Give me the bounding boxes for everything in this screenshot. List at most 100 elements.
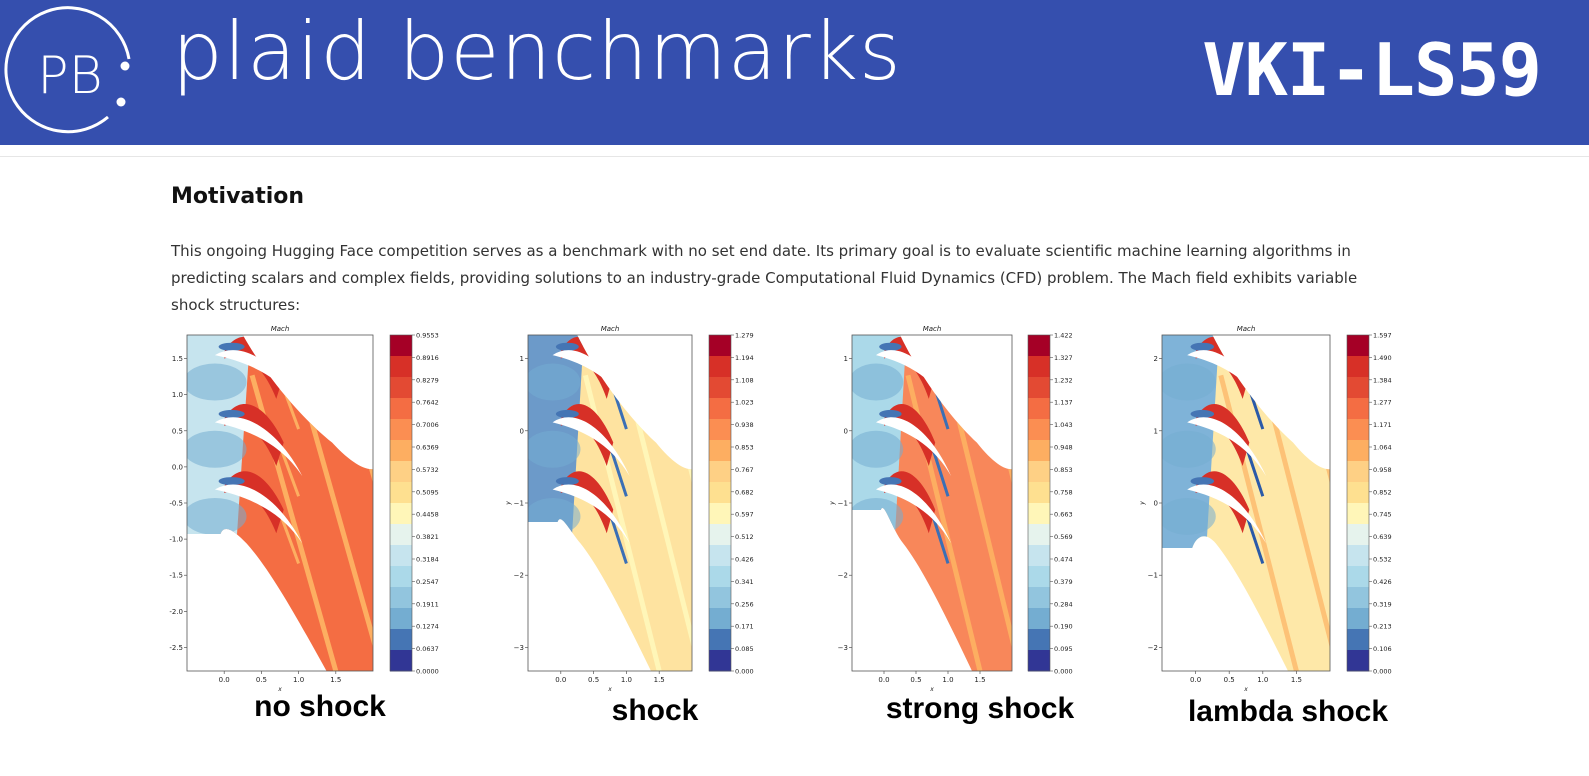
colorbar-tick-label: 0.532 <box>1373 556 1392 564</box>
colorbar-tick-label: 0.853 <box>1054 466 1073 474</box>
colorbar-tick-label: 1.064 <box>1373 444 1392 452</box>
x-tick-label: 1.0 <box>293 676 304 684</box>
brand-name[interactable]: plaid benchmarks <box>172 5 902 98</box>
colorbar-segment <box>709 503 731 525</box>
colorbar-tick-label: 0.426 <box>1373 578 1392 586</box>
colorbar-segment <box>709 377 731 399</box>
figure-strong-shock: Mach 0.0 0.5 1.0 1.5 x 1 0 −1 −2 −3 y 1.422 1.327 1.23… <box>829 322 1130 742</box>
colorbar-tick-label: 0.948 <box>1054 444 1073 452</box>
colorbar-tick-label: 0.597 <box>735 511 754 519</box>
colorbar-segment <box>709 335 731 357</box>
blade-profile-2 <box>214 484 303 544</box>
intro-paragraph: This ongoing Hugging Face competition se… <box>171 242 1358 314</box>
colorbar-tick-label: 0.852 <box>1373 488 1392 496</box>
colorbar-tick-label: 0.5095 <box>416 488 439 496</box>
colorbar-segment <box>1028 440 1050 462</box>
shock-line-1 <box>930 445 950 497</box>
y-tick-label: 1 <box>844 355 848 363</box>
plot-title: Mach <box>1237 325 1256 333</box>
blade-profile-0 <box>876 350 952 409</box>
x-axis-label: x <box>277 686 282 693</box>
colorbar-segment <box>1347 461 1369 483</box>
blade-profile-2 <box>552 484 630 544</box>
blade-profile-0 <box>1187 350 1267 409</box>
y-tick-label: 2 <box>1154 355 1158 363</box>
colorbar-segment <box>1347 629 1369 651</box>
inlet-band-0 <box>187 363 247 401</box>
colorbar-tick-label: 1.043 <box>1054 421 1073 429</box>
colorbar-segment <box>1347 608 1369 630</box>
colorbar-tick-label: 0.319 <box>1373 600 1392 608</box>
logo-dot-upper <box>120 61 130 71</box>
leading-edge-stagnation-0 <box>879 342 902 351</box>
header-banner: PB plaid benchmarks VKI-LS59 <box>0 0 1589 145</box>
shock-line-2 <box>608 512 628 564</box>
colorbar-tick-label: 1.194 <box>735 354 754 362</box>
colorbar-tick-label: 0.745 <box>1373 511 1392 519</box>
colorbar-tick-label: 1.597 <box>1373 332 1392 340</box>
colorbar-segment <box>1028 398 1050 420</box>
logo-text: PB <box>37 46 102 106</box>
inlet-band-0 <box>528 363 581 401</box>
colorbar-frame <box>1027 334 1051 672</box>
logo-dot-lower <box>116 97 126 107</box>
colorbar-tick-label: 1.108 <box>735 376 754 384</box>
y-tick-label: −3 <box>838 644 848 652</box>
colorbar-segment <box>709 356 731 378</box>
inlet-band-2 <box>187 497 247 535</box>
inlet-band-2 <box>852 497 904 535</box>
colorbar-tick-label: 0.474 <box>1054 556 1073 564</box>
colorbar-tick-label: 1.277 <box>1373 399 1392 407</box>
colorbar-segment <box>390 461 412 483</box>
colorbar-tick-label: 0.1274 <box>416 623 439 631</box>
colorbar-tick-label: 1.137 <box>1054 399 1073 407</box>
blade-profile-1 <box>552 417 630 477</box>
y-tick-label: 0.5 <box>172 427 183 435</box>
blade-profile-1 <box>876 417 952 477</box>
colorbar-segment <box>709 524 731 546</box>
x-tick-label: 0.0 <box>878 676 889 684</box>
colorbar-tick-label: 1.171 <box>1373 421 1392 429</box>
colorbar-segment <box>1028 587 1050 609</box>
blade-profile-2 <box>1187 484 1267 544</box>
leading-edge-stagnation-0 <box>1190 342 1215 351</box>
colorbar-tick-label: 0.682 <box>735 488 754 496</box>
colorbar-tick-label: 0.190 <box>1054 623 1073 631</box>
colorbar-segment <box>709 482 731 504</box>
colorbar-segment <box>390 398 412 420</box>
colorbar-tick-label: 0.213 <box>1373 623 1392 631</box>
figure-label-no-shock: no shock <box>254 690 386 723</box>
inlet-band-1 <box>528 430 581 468</box>
y-axis-label: y <box>829 501 836 506</box>
x-tick-label: 1.5 <box>330 676 341 684</box>
shock-line-1 <box>1244 445 1265 497</box>
colorbar-tick-label: 1.279 <box>735 332 754 340</box>
colorbar-tick-label: 1.490 <box>1373 354 1392 362</box>
figure-label-lambda-shock: lambda shock <box>1187 695 1389 728</box>
blade-profile-0 <box>214 350 303 409</box>
colorbar-segment <box>390 587 412 609</box>
y-tick-label: 0 <box>1154 500 1158 508</box>
figure-lambda-shock: Mach 0.0 0.5 1.0 1.5 x 2 1 0 −1 −2 y 1.597 1.490 1.384… <box>1138 322 1438 742</box>
inlet-band-1 <box>1162 430 1216 468</box>
colorbar-segment <box>390 608 412 630</box>
x-tick-label: 0.0 <box>219 676 230 684</box>
inlet-band-1 <box>187 430 247 468</box>
leading-edge-stagnation-0 <box>218 342 245 351</box>
colorbar-tick-label: 1.384 <box>1373 376 1392 384</box>
colorbar-segment <box>709 545 731 567</box>
shock-line-1 <box>278 445 301 497</box>
leading-edge-stagnation-0 <box>555 342 579 351</box>
colorbar-tick-label: 0.7006 <box>416 421 439 429</box>
colorbar-segment <box>1028 566 1050 588</box>
y-tick-label: 0.0 <box>172 463 183 471</box>
colorbar-frame <box>389 334 413 672</box>
colorbar-segment <box>1347 419 1369 441</box>
colorbar-segment <box>709 461 731 483</box>
pb-logo[interactable]: PB <box>4 5 136 137</box>
leading-edge-stagnation-2 <box>1190 477 1215 486</box>
x-tick-label: 1.0 <box>942 676 953 684</box>
colorbar-tick-label: 1.422 <box>1054 332 1073 340</box>
logo-ring <box>4 6 131 134</box>
y-tick-label: -1.0 <box>169 536 183 544</box>
